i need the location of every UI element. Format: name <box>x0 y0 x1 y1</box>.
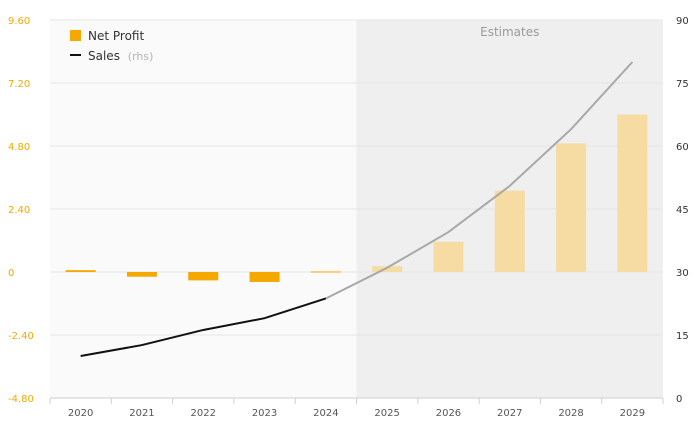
legend-line-swatch <box>70 54 81 56</box>
sales-line <box>80 61 634 357</box>
right-tick-label: 0 <box>676 394 682 405</box>
legend-bar-swatch <box>70 30 81 41</box>
x-tick-label: 2020 <box>68 408 93 419</box>
legend-sales-rhs: (rhs) <box>128 50 154 63</box>
net-profit-bar <box>372 266 403 272</box>
net-profit-bar <box>617 114 648 272</box>
sales-line-estimate <box>325 61 634 300</box>
right-tick-label: 15 <box>676 331 689 342</box>
net-profit-bar <box>65 270 96 272</box>
right-tick-label: 75 <box>676 79 689 90</box>
left-tick-label: 7.20 <box>8 79 30 90</box>
legend-sales-name: Sales <box>88 49 120 63</box>
x-tick-label: 2025 <box>374 408 399 419</box>
legend-net-profit-label: Net Profit <box>88 29 144 43</box>
estimates-label: Estimates <box>480 25 539 39</box>
right-tick-label: 30 <box>676 268 689 279</box>
left-tick-label: 9.60 <box>8 16 30 27</box>
x-tick-label: 2027 <box>497 408 522 419</box>
right-tick-label: 90 <box>676 16 689 27</box>
net-profit-bars <box>65 114 648 282</box>
x-tick-label: 2023 <box>252 408 277 419</box>
net-profit-bar <box>433 241 464 272</box>
right-tick-label: 60 <box>676 142 689 153</box>
x-axis: 2020 2021 2022 2023 2024 2025 2026 2027 2028 2029 <box>49 397 664 419</box>
sales-line-actual <box>80 297 327 357</box>
left-tick-label: -2.40 <box>8 331 34 342</box>
net-profit-bar <box>249 272 280 282</box>
right-tick-label: 45 <box>676 205 689 216</box>
legend: Net Profit Sales (rhs) <box>70 29 153 63</box>
x-tick-label: 2022 <box>191 408 216 419</box>
x-tick-label: 2029 <box>620 408 645 419</box>
left-tick-label: 4.80 <box>8 142 30 153</box>
x-tick-label: 2026 <box>436 408 461 419</box>
right-axis: 90 75 60 45 30 15 0 <box>676 16 689 405</box>
net-profit-bar <box>126 272 157 277</box>
net-profit-bar <box>188 272 219 281</box>
left-tick-label: -4.80 <box>8 394 34 405</box>
left-axis: 9.60 7.20 4.80 2.40 0 -2.40 -4.80 <box>8 16 34 405</box>
net-profit-bar <box>310 271 341 273</box>
net-profit-bar <box>494 190 525 272</box>
net-profit-bar <box>556 143 587 272</box>
x-tick-label: 2024 <box>313 408 338 419</box>
left-tick-label: 2.40 <box>8 205 30 216</box>
x-tick-label: 2028 <box>558 408 583 419</box>
x-tick-label: 2021 <box>129 408 154 419</box>
left-tick-label: 0 <box>8 268 14 279</box>
legend-sales-label: Sales (rhs) <box>88 49 153 63</box>
